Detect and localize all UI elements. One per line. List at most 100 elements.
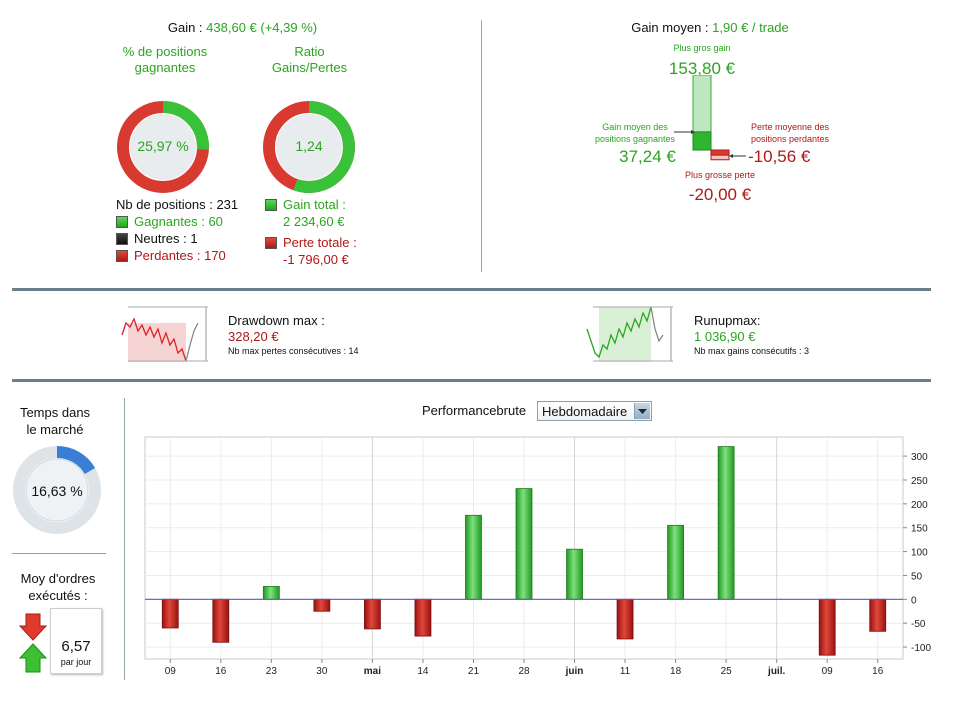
market-time-title-line2: le marché [26,422,84,437]
loss-total-swatch [265,237,277,249]
y-tick-label: 150 [911,524,928,535]
runup-sparkline [586,306,673,362]
win-pct-title: % de positions gagnantes [122,44,208,75]
winners-swatch [116,216,128,228]
period-select[interactable]: Hebdomadaire [537,401,652,421]
avg-gain-label: Gain moyen : [631,20,709,35]
x-tick-label: 09 [822,666,834,677]
top-vertical-divider [481,20,482,272]
loss-bar [818,598,836,656]
gain-bar [262,586,280,600]
market-time-center [25,458,89,522]
neutrals-label: Neutres : 1 [134,231,198,246]
runup-line [586,306,652,359]
y-tick-label: 200 [911,500,928,511]
gain-bar [465,514,482,600]
y-tick-label: 300 [911,452,928,463]
gain-total-swatch [265,199,277,211]
y-tick-label: -100 [911,643,931,654]
x-tick-label: 09 [165,666,177,677]
orders-unit: par jour [60,657,92,667]
gain-total-value: 2 234,60 € [283,214,345,229]
loss-total-value: -1 796,00 € [283,252,349,267]
gain-bar [566,548,583,600]
y-tick-label: -50 [911,619,926,630]
nb-positions: Nb de positions : 231 [116,197,239,212]
runup-sub: Nb max gains consécutifs : 3 [694,346,810,356]
x-tick-label: 11 [620,666,631,677]
y-tick-label: 0 [911,595,917,606]
orders-title-line1: Moy d'ordres [20,571,96,586]
loss-bar [363,598,381,630]
drawdown-line [121,317,187,362]
win-pct-donut-gain [117,101,209,193]
x-tick-label: 16 [215,666,227,677]
drawdown-sparkline [121,306,208,362]
sell-arrow-icon [18,613,48,641]
market-time-value: 16,63 % [31,483,83,499]
avg-loss-value: -10,56 € [748,147,811,166]
gain-label: Gain : [167,20,203,35]
x-tick-label: 21 [468,666,480,677]
x-tick-label: 18 [670,666,682,677]
avg-gain-title: Gain moyen : 1,90 € / trade [600,20,820,35]
x-tick-label: 14 [417,666,429,677]
chevron-down-icon [638,409,647,414]
runup-title: Runupmax: [694,313,761,328]
x-tick-label: juil. [767,666,785,677]
ratio-donut-center [276,114,342,180]
x-tick-label: juin [565,666,584,677]
ratio-donut-gain [263,101,355,193]
drawdown-value: 328,20 € [228,329,279,344]
loss-bar [414,598,432,637]
market-time-title-line1: Temps dans [19,405,91,420]
ratio-value: 1,24 [295,138,323,154]
max-gain-value: 153,80 € [668,59,736,78]
x-tick-label: 23 [266,666,278,677]
win-pct-donut-center [130,114,196,180]
win-pct-donut [117,101,209,193]
avg-win-arrow-icon [691,130,695,134]
runup-area [599,307,651,362]
loss-bar [869,598,887,632]
neutrals-swatch [116,233,128,245]
drawdown-title: Drawdown max : [228,313,325,328]
period-select-button[interactable] [634,403,650,419]
performance-label: Performancebrute [422,403,527,418]
runup-value: 1 036,90 € [694,329,756,344]
orders-value: 6,57 [61,638,91,655]
middle-separator [12,379,931,382]
market-time-gauge [13,446,101,534]
winners-label: Gagnantes : 60 [134,214,223,229]
runup-tail [650,306,664,343]
x-tick-label: mai [364,666,381,677]
max-gain-label: Plus gros gain [673,43,731,53]
gain-value: 438,60 € (+4,39 %) [206,20,318,35]
loss-bar [313,598,331,612]
loss-bar [616,598,634,640]
gain-bar [515,488,533,600]
loss-bar [161,598,179,629]
left-panel-divider [12,553,106,554]
period-select-value: Hebdomadaire [542,404,628,419]
gain-bar [667,524,684,600]
x-tick-label: 28 [518,666,530,677]
drawdown-sub: Nb max pertes consécutives : 14 [228,346,359,356]
loss-total-label: Perte totale : [283,235,357,250]
avg-gain-value: 1,90 € / trade [712,20,789,35]
orders-arrows-icon [18,613,48,673]
avg-win-label: Gain moyen des positions gagnantes [585,121,685,145]
x-tick-label: 30 [316,666,328,677]
gain-total-label: Gain total : [283,197,346,212]
win-pct-value: 25,97 % [137,138,189,154]
ratio-donut [263,101,355,193]
axis-layer: -100 -50 0 50 100 150 200 250 300 09 16 23 30 mai 14 21… [145,452,931,677]
avg-loss-arrow-icon [729,154,733,158]
losers-swatch [116,250,128,262]
loss-bar [212,598,230,643]
x-tick-label: 25 [721,666,733,677]
bar-layer [161,446,887,656]
performance-chart: -100 -50 0 50 100 150 200 250 300 09 16 23 30 mai 14 21… [144,436,931,677]
avg-win-label-line1: Gain moyen des [602,122,668,132]
top-separator [12,288,931,291]
